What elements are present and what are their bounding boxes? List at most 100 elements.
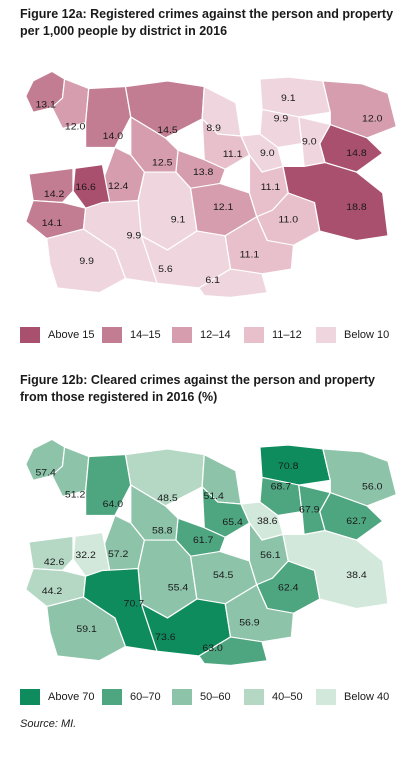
fig12b-legend-swatch xyxy=(316,689,336,705)
fig12a-legend-label: 14–15 xyxy=(130,329,161,341)
fig12a-legend-label: Below 10 xyxy=(344,329,390,341)
fig12a-district-value-27: 11.1 xyxy=(240,250,260,260)
fig12a-district-value-16: 16.6 xyxy=(75,183,96,193)
fig12b-legend-swatch xyxy=(102,689,122,705)
fig12b-district-value-13: 61.7 xyxy=(193,535,214,545)
fig12a-district-value-7: 9.9 xyxy=(274,114,289,124)
fig12a-district-value-10: 9.0 xyxy=(302,137,317,147)
fig12a-district-value-4: 14.5 xyxy=(157,126,178,136)
fig12a-district-value-17: 14.2 xyxy=(44,189,65,199)
fig12b-legend-label: Above 70 xyxy=(48,691,95,703)
fig12b-district-value-5: 51.4 xyxy=(203,492,224,502)
fig12a-legend-swatch xyxy=(20,327,40,343)
fig12b-district-value-23: 62.4 xyxy=(278,583,299,593)
fig12a-legend-item: 12–14 xyxy=(172,326,231,344)
figure-12a-legend: Above 15 14–15 12–14 11–12 Below 10 xyxy=(20,326,410,344)
fig12b-district-value-27: 56.9 xyxy=(239,618,260,628)
fig12a-district-value-3: 14.0 xyxy=(103,131,124,141)
fig12b-legend-item: Below 40 xyxy=(316,688,389,706)
fig12b-district-value-20: 55.4 xyxy=(168,583,189,593)
fig12a-district-value-2: 12.0 xyxy=(65,122,86,132)
fig12b-district-value-22: 56.1 xyxy=(260,551,281,561)
fig12a-district-value-13: 13.8 xyxy=(193,167,214,177)
figure-12b-map: 57.4 51.2 64.0 48.5 51.4 70.8 68.7 56.0 62.7 67.9… xyxy=(25,438,398,667)
fig12b-legend-label: Below 40 xyxy=(344,691,390,703)
fig12a-legend-item: Above 15 xyxy=(20,326,94,344)
fig12b-district-17 xyxy=(28,535,74,572)
fig12a-legend-swatch xyxy=(172,327,192,343)
figure-12a-map: 13.1 12.0 14.0 14.5 8.9 9.1 9.9 12.0 14.8 9.0 9.0 1… xyxy=(25,70,398,299)
fig12b-legend-item: 40–50 xyxy=(244,688,303,706)
source-note: Source: MI. xyxy=(20,718,77,730)
fig12a-legend-swatch xyxy=(316,327,336,343)
fig12a-district-7 xyxy=(259,108,303,148)
fig12a-district-24 xyxy=(282,162,389,242)
fig12b-district-value-3: 64.0 xyxy=(103,499,124,509)
fig12a-legend-item: Below 10 xyxy=(316,326,389,344)
fig12a-district-value-12: 11.1 xyxy=(223,149,243,159)
fig12b-district-value-15: 57.2 xyxy=(108,550,129,560)
fig12a-legend-label: 12–14 xyxy=(200,329,231,341)
fig12b-legend-label: 60–70 xyxy=(130,691,161,703)
fig12a-district-value-6: 9.1 xyxy=(281,93,296,103)
fig12a-legend-label: 11–12 xyxy=(272,329,302,341)
fig12a-district-value-8: 12.0 xyxy=(362,114,383,124)
fig12b-district-value-12: 65.4 xyxy=(222,517,243,527)
fig12a-legend-swatch xyxy=(244,327,264,343)
fig12a-district-value-21: 12.1 xyxy=(213,203,234,213)
fig12b-district-value-2: 51.2 xyxy=(65,490,86,500)
fig12a-district-value-19: 9.9 xyxy=(79,257,94,267)
figure-12a-title: Figure 12a: Registered crimes against th… xyxy=(20,7,394,38)
fig12b-district-25 xyxy=(82,568,169,652)
fig12b-district-24 xyxy=(282,530,389,610)
fig12a-legend-item: 11–12 xyxy=(244,326,302,344)
fig12b-district-value-6: 70.8 xyxy=(278,461,299,471)
fig12b-district-value-8: 56.0 xyxy=(362,482,383,492)
fig12b-legend-swatch xyxy=(20,689,40,705)
fig12b-district-value-25: 70.7 xyxy=(124,599,145,609)
fig12b-legend-label: 40–50 xyxy=(272,691,303,703)
fig12b-district-7 xyxy=(259,476,303,516)
fig12b-district-8 xyxy=(322,448,398,507)
fig12a-district-8 xyxy=(322,80,398,139)
fig12a-district-value-24: 18.8 xyxy=(346,203,367,213)
fig12b-district-value-19: 59.1 xyxy=(76,625,97,635)
figure-12b-legend: Above 70 60–70 50–60 40–50 Below 40 xyxy=(20,688,410,706)
fig12a-district-value-11: 9.0 xyxy=(260,148,275,158)
fig12b-district-value-28: 63.0 xyxy=(202,644,223,654)
fig12a-district-value-15: 12.4 xyxy=(108,182,129,192)
fig12b-district-value-14: 58.8 xyxy=(152,526,173,536)
fig12b-district-value-24: 38.4 xyxy=(346,571,367,581)
fig12b-district-value-18: 44.2 xyxy=(42,587,63,597)
fig12b-legend-swatch xyxy=(244,689,264,705)
fig12a-district-value-5: 8.9 xyxy=(206,124,221,134)
fig12b-district-value-7: 68.7 xyxy=(271,482,292,492)
fig12b-district-value-26: 73.6 xyxy=(155,632,176,642)
fig12a-legend-label: Above 15 xyxy=(48,329,95,341)
fig12a-district-28 xyxy=(198,268,268,299)
fig12b-district-value-10: 67.9 xyxy=(299,505,320,515)
fig12b-district-value-9: 62.7 xyxy=(346,516,367,526)
fig12a-district-value-14: 12.5 xyxy=(152,158,173,168)
fig12b-district-value-21: 54.5 xyxy=(213,571,234,581)
fig12b-legend-swatch xyxy=(172,689,192,705)
fig12a-district-17 xyxy=(28,167,74,204)
fig12a-district-value-28: 6.1 xyxy=(205,276,220,286)
fig12b-legend-item: Above 70 xyxy=(20,688,94,706)
fig12a-district-value-22: 11.1 xyxy=(261,183,281,193)
fig12a-district-value-20: 9.1 xyxy=(171,215,186,225)
fig12a-district-value-1: 13.1 xyxy=(35,100,56,110)
fig12b-district-value-11: 38.6 xyxy=(257,516,278,526)
fig12b-district-value-17: 42.6 xyxy=(44,557,65,567)
fig12a-district-value-26: 5.6 xyxy=(158,264,173,274)
fig12a-district-value-9: 14.8 xyxy=(346,148,367,158)
fig12b-district-value-1: 57.4 xyxy=(35,468,56,478)
fig12a-legend-swatch xyxy=(102,327,122,343)
fig12a-district-value-23: 11.0 xyxy=(278,215,298,225)
fig12b-legend-item: 50–60 xyxy=(172,688,231,706)
figure-12b-title: Figure 12b: Cleared crimes against the p… xyxy=(20,373,375,404)
fig12a-district-value-25: 9.9 xyxy=(127,231,142,241)
fig12a-district-value-18: 14.1 xyxy=(42,219,63,229)
fig12b-legend-item: 60–70 xyxy=(102,688,161,706)
fig12b-district-value-4: 48.5 xyxy=(157,494,178,504)
